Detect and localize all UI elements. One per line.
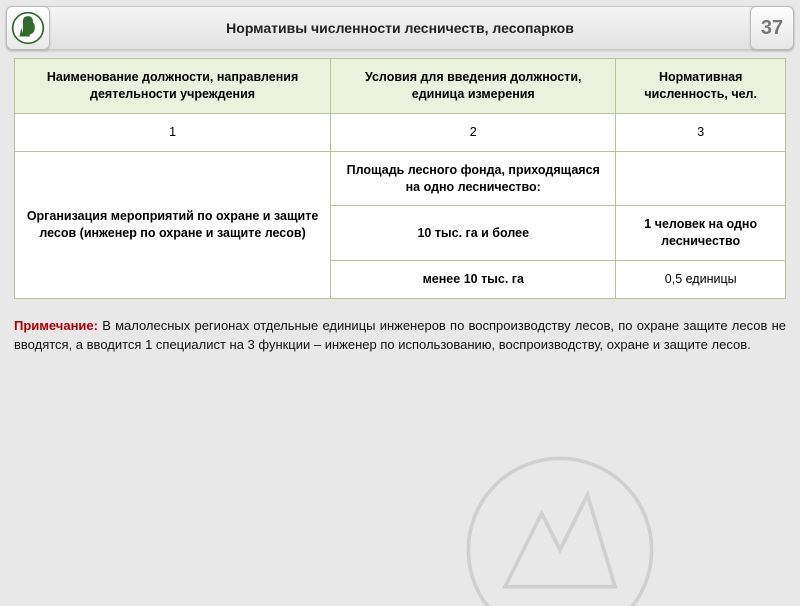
logo-chip [6, 6, 50, 50]
cond-0: Площадь лесного фонда, приходящаяся на о… [331, 151, 616, 206]
col-header-1: Наименование должности, направления деят… [15, 59, 331, 114]
norm-2: 0,5 единицы [616, 261, 786, 299]
colnum-1: 1 [15, 113, 331, 151]
table-header-row: Наименование должности, направления деят… [15, 59, 786, 114]
col-header-3: Нормативная численность, чел. [616, 59, 786, 114]
page-title: Нормативы численности лесничеств, лесопа… [7, 20, 793, 36]
content-area: Наименование должности, направления деят… [0, 58, 800, 299]
footnote-label: Примечание: [14, 318, 98, 333]
page-number: 37 [750, 6, 794, 50]
colnum-3: 3 [616, 113, 786, 151]
row-label: Организация мероприятий по охране и защи… [15, 151, 331, 298]
cond-2: менее 10 тыс. га [331, 261, 616, 299]
col-header-2: Условия для введения должности, единица … [331, 59, 616, 114]
norm-0 [616, 151, 786, 206]
table-number-row: 1 2 3 [15, 113, 786, 151]
header-bar: Нормативы численности лесничеств, лесопа… [6, 6, 794, 50]
table-row: Организация мероприятий по охране и защи… [15, 151, 786, 206]
footnote-text: В малолесных регионах отдельные единицы … [14, 318, 786, 352]
footnote: Примечание: В малолесных регионах отдель… [14, 317, 786, 355]
colnum-2: 2 [331, 113, 616, 151]
norms-table: Наименование должности, направления деят… [14, 58, 786, 299]
cond-1: 10 тыс. га и более [331, 206, 616, 261]
forestry-logo-icon [11, 11, 45, 45]
norm-1: 1 человек на одно лесничество [616, 206, 786, 261]
